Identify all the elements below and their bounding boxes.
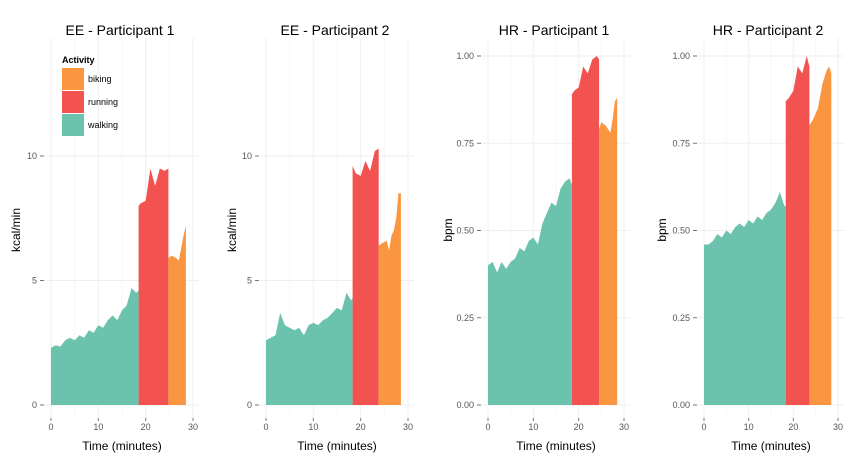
y-axis-label: kcal/min — [225, 208, 239, 252]
x-tick-label: 10 — [308, 422, 318, 432]
area-walking — [488, 178, 572, 405]
legend: Activity biking running walking — [62, 55, 118, 136]
y-tick-label: 5 — [247, 276, 252, 286]
x-tick-label: 30 — [188, 422, 198, 432]
x-tick-label: 10 — [528, 422, 538, 432]
chart-panel-3: 0.00 0.25 0.50 0.75 1.00 0 10 20 30 HR - Particip… — [441, 22, 630, 453]
chart-panel-1: 0 5 10 0 10 20 30 EE - Participant 1 Time (minut… — [9, 22, 199, 453]
x-tick-label: 30 — [403, 422, 413, 432]
legend-swatch-running — [62, 91, 84, 113]
legend-items: biking running walking — [62, 68, 118, 136]
x-tick-label: 30 — [833, 422, 843, 432]
x-tick-label: 20 — [141, 422, 151, 432]
x-tick-label: 0 — [485, 422, 490, 432]
y-axis-label: kcal/min — [9, 208, 23, 252]
panel-title: EE - Participant 2 — [281, 22, 390, 38]
area-biking — [599, 97, 618, 406]
legend-title: Activity — [62, 55, 95, 65]
y-tick-label: 0.00 — [672, 400, 690, 410]
area-biking — [378, 193, 401, 405]
y-tick-label: 0.00 — [456, 400, 474, 410]
y-tick-label: 0.25 — [672, 313, 690, 323]
y-tick-label: 10 — [242, 151, 252, 161]
y-tick-label: 1.00 — [456, 51, 474, 61]
x-tick-label: 10 — [744, 422, 754, 432]
x-axis-label: Time (minutes) — [297, 439, 377, 453]
x-tick-label: 20 — [574, 422, 584, 432]
x-tick-label: 20 — [356, 422, 366, 432]
y-tick-label: 1.00 — [672, 51, 690, 61]
y-axis-label: bpm — [655, 218, 669, 241]
panel-title: EE - Participant 1 — [66, 22, 175, 38]
area-walking — [266, 292, 353, 405]
x-tick-label: 0 — [701, 422, 706, 432]
x-axis-label: Time (minutes) — [516, 439, 596, 453]
legend-swatch-walking — [62, 114, 84, 136]
area-walking — [704, 192, 786, 405]
panel-title: HR - Participant 2 — [713, 22, 824, 38]
x-tick-label: 30 — [619, 422, 629, 432]
x-axis-label: Time (minutes) — [82, 439, 162, 453]
chart-panel-2: 0 5 10 0 10 20 30 EE - Participant 2 Time (minut… — [225, 22, 414, 453]
area-running — [352, 148, 379, 405]
area-walking — [51, 288, 139, 405]
y-tick-label: 0.75 — [456, 138, 474, 148]
area-running — [571, 56, 600, 405]
panel-title: HR - Participant 1 — [499, 22, 610, 38]
area-biking — [168, 225, 186, 405]
chart-panels: 0 5 10 0 10 20 30 EE - Participant 1 Time (minut… — [9, 22, 844, 453]
y-tick-label: 5 — [32, 276, 37, 286]
legend-swatch-biking — [62, 68, 84, 90]
area-running — [138, 168, 169, 405]
legend-label-biking: biking — [88, 74, 112, 84]
y-axis-label: bpm — [441, 218, 455, 241]
x-axis-label: Time (minutes) — [731, 439, 811, 453]
chart-panel-4: 0.00 0.25 0.50 0.75 1.00 0 10 20 30 HR - Particip… — [655, 22, 844, 453]
x-tick-label: 10 — [93, 422, 103, 432]
legend-label-walking: walking — [87, 120, 118, 130]
area-biking — [809, 66, 832, 405]
legend-label-running: running — [88, 97, 118, 107]
y-tick-label: 0.25 — [456, 313, 474, 323]
y-tick-label: 10 — [27, 151, 37, 161]
x-tick-label: 20 — [788, 422, 798, 432]
y-tick-label: 0 — [32, 400, 37, 410]
y-tick-label: 0.75 — [672, 138, 690, 148]
y-tick-label: 0.50 — [456, 226, 474, 236]
y-tick-label: 0 — [247, 400, 252, 410]
x-tick-label: 0 — [263, 422, 268, 432]
x-tick-label: 0 — [48, 422, 53, 432]
y-tick-label: 0.50 — [672, 226, 690, 236]
area-running — [785, 56, 810, 405]
